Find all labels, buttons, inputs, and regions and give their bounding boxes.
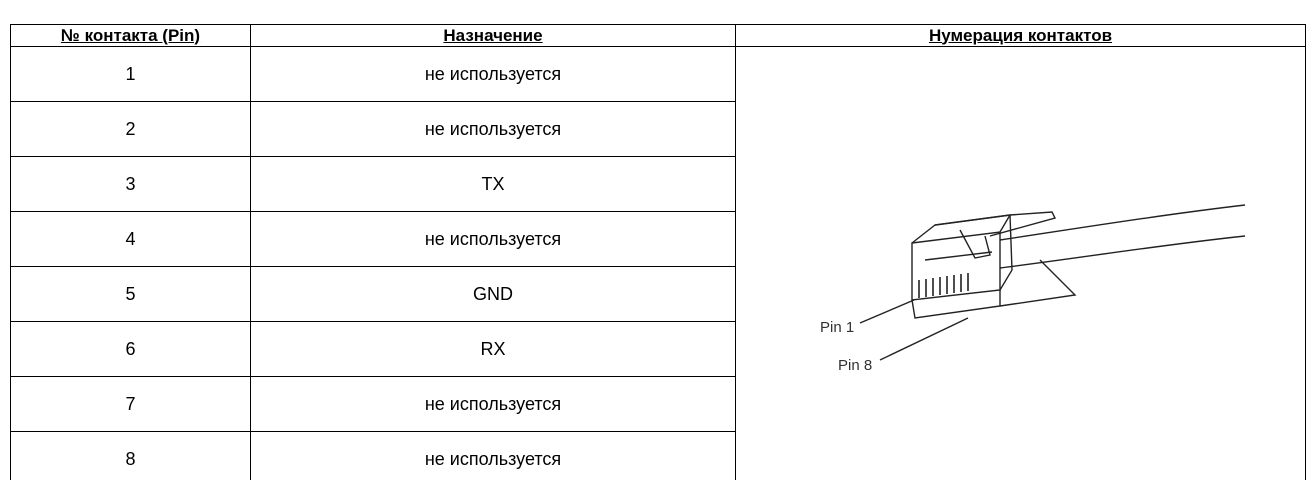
table-cell: не используется <box>250 431 736 480</box>
table-cell: не используется <box>250 46 736 102</box>
table-row: 5 GND <box>10 266 1306 322</box>
header-cell: № контакта (Pin) <box>10 24 251 47</box>
table-cell: не используется <box>250 101 736 157</box>
table-cell: 8 <box>10 431 251 480</box>
table-cell: 2 <box>10 101 251 157</box>
figure-cell <box>735 46 1306 480</box>
table-cell: 1 <box>10 46 251 102</box>
table-cell: не используется <box>250 211 736 267</box>
table-body: 1 не используется 2 не используется 3 TX 4 не и… <box>10 46 1306 480</box>
table-cell: TX <box>250 156 736 212</box>
pin-table: № контакта (Pin) Назначение Нумерация конт… <box>10 24 1306 480</box>
header-row: № контакта (Pin) Назначение Нумерация конт… <box>10 24 1306 47</box>
table-cell: 4 <box>10 211 251 267</box>
table-row: 7 не используется <box>10 376 1306 432</box>
table-cell: RX <box>250 321 736 377</box>
table-cell: 3 <box>10 156 251 212</box>
table-row: 1 не используется <box>10 46 1306 480</box>
table-cell: 5 <box>10 266 251 322</box>
table-cell: 6 <box>10 321 251 377</box>
table-row: 4 не используется <box>10 211 1306 267</box>
header-cell: Нумерация контактов <box>735 24 1306 47</box>
table-cell: не используется <box>250 376 736 432</box>
table-row: 6 RX <box>10 321 1306 377</box>
table-cell: GND <box>250 266 736 322</box>
header-cell: Назначение <box>250 24 736 47</box>
table-row: 3 TX <box>10 156 1306 212</box>
table-cell: 7 <box>10 376 251 432</box>
table-row: 8 не используется <box>10 431 1306 480</box>
